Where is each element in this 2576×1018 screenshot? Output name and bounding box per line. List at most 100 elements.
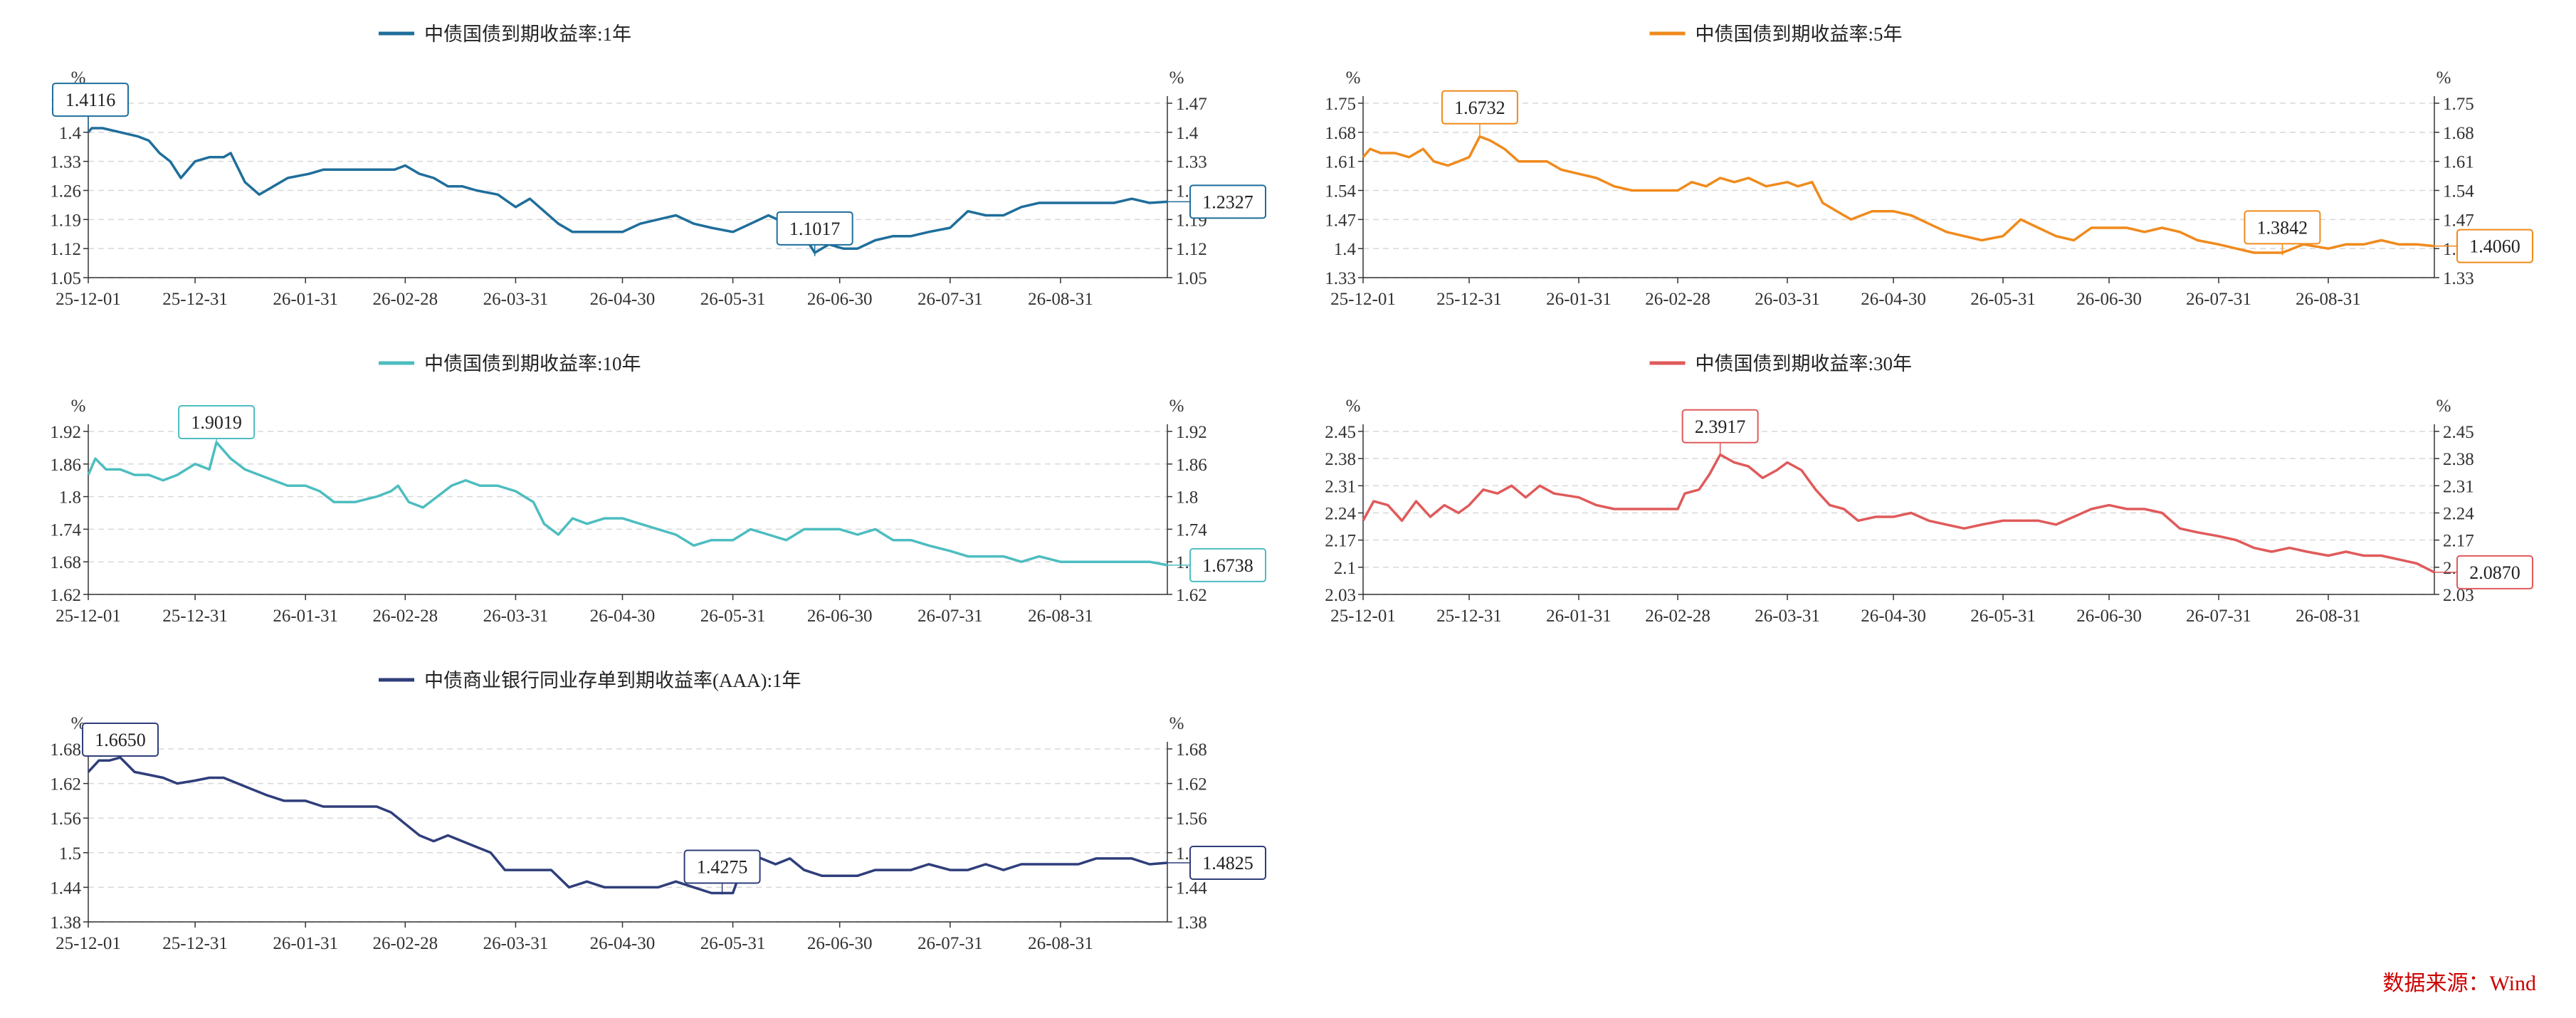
x-tick-label: 26-03-31 [1755, 290, 1820, 309]
x-tick-label: 26-04-30 [590, 934, 656, 953]
left-unit-label: % [1346, 68, 1361, 88]
y-tick-label-right: 1.47 [1176, 95, 1207, 114]
x-tick-label: 25-12-01 [1330, 290, 1396, 309]
y-tick-label-left: 2.1 [1334, 559, 1356, 578]
y-tick-label-right: 2.45 [2443, 423, 2474, 442]
legend-label: 中债国债到期收益率:30年 [1696, 353, 1913, 374]
chart-panel: 中债国债到期收益率:30年% %2.03 2.032.1 2.12.17 2.172.2… [1325, 353, 2533, 626]
y-tick-label-right: 1.4 [1176, 124, 1199, 143]
callout-label: 1.4825 [1202, 853, 1253, 873]
legend-label: 中债国债到期收益率:10年 [424, 353, 641, 374]
series-line [1362, 453, 2435, 574]
chart-panel: 中债国债到期收益率:1年% %1.05 1.051.12 1.121.19 1.191.… [50, 23, 1266, 309]
y-tick-label-left: 1.92 [50, 423, 81, 442]
y-tick-label-left: 1.8 [59, 488, 81, 508]
y-tick-label-right: 1.12 [1176, 240, 1207, 259]
right-unit-label: % [1169, 714, 1184, 733]
x-tick-label: 26-03-31 [483, 290, 549, 309]
y-tick-label-right: 2.31 [2443, 477, 2474, 496]
x-tick-label: 26-05-31 [1970, 290, 2036, 309]
callout-label: 1.4275 [697, 857, 748, 878]
x-tick-label: 26-05-31 [700, 290, 766, 309]
x-tick-label: 26-01-31 [273, 934, 338, 953]
callout-label: 2.3917 [1695, 416, 1746, 437]
y-tick-label-left: 2.24 [1325, 505, 1356, 524]
x-tick-label: 26-08-31 [2296, 290, 2361, 309]
legend-label: 中债国债到期收益率:1年 [424, 23, 631, 45]
x-tick-label: 26-04-30 [590, 607, 656, 626]
x-tick-label: 26-04-30 [1861, 290, 1926, 309]
x-tick-label: 25-12-01 [1330, 607, 1396, 626]
right-unit-label: % [2436, 397, 2451, 416]
x-tick-label: 26-03-31 [483, 607, 549, 626]
callout-box [82, 723, 159, 757]
y-tick-label-right: 1.75 [2443, 95, 2474, 114]
x-tick-label: 26-02-28 [372, 290, 438, 309]
callout-box [1189, 184, 1266, 219]
y-tick-label-left: 2.17 [1325, 532, 1356, 551]
x-tick-label: 25-12-31 [162, 290, 228, 309]
y-tick-label-left: 1.19 [50, 211, 81, 230]
y-tick-label-left: 1.68 [1325, 124, 1356, 143]
x-tick-label: 26-05-31 [700, 607, 766, 626]
right-unit-label: % [1169, 68, 1184, 88]
x-tick-label: 26-03-31 [483, 934, 549, 953]
y-tick-label-left: 1.5 [59, 844, 81, 864]
callout-box [52, 83, 129, 117]
callout-box [1189, 845, 1266, 880]
y-tick-label-left: 2.38 [1325, 450, 1356, 469]
y-tick-label-right: 1.47 [2443, 211, 2474, 230]
x-tick-label: 26-04-30 [590, 290, 656, 309]
y-tick-label-left: 2.03 [1325, 586, 1356, 605]
series-line [87, 127, 1168, 254]
right-unit-label: % [2436, 68, 2451, 88]
y-tick-label-left: 1.75 [1325, 95, 1356, 114]
y-tick-label-left: 1.4 [59, 124, 82, 143]
y-tick-label-left: 1.44 [50, 878, 81, 898]
callout-label: 1.4060 [2469, 236, 2520, 257]
callout-label: 1.2327 [1202, 191, 1253, 212]
x-tick-label: 25-12-01 [56, 934, 121, 953]
y-tick-label-left: 1.86 [50, 456, 81, 475]
x-tick-label: 26-01-31 [273, 290, 338, 309]
y-tick-label-right: 1.05 [1176, 269, 1207, 288]
y-tick-label-left: 1.4 [1334, 240, 1357, 259]
y-tick-label-right: 2.24 [2443, 505, 2474, 524]
x-tick-label: 26-06-30 [807, 934, 873, 953]
x-tick-label: 26-01-31 [1546, 607, 1612, 626]
y-tick-label-left: 1.05 [50, 269, 81, 288]
x-tick-label: 25-12-31 [162, 607, 228, 626]
callout-label: 1.9019 [191, 412, 242, 433]
y-tick-label-left: 1.68 [50, 740, 81, 760]
y-tick-label-right: 1.61 [2443, 153, 2474, 172]
series-line [87, 756, 1168, 895]
x-tick-label: 26-07-31 [2186, 290, 2251, 309]
y-tick-label-right: 1.86 [1176, 456, 1207, 475]
x-tick-label: 26-01-31 [273, 607, 338, 626]
x-tick-label: 26-03-31 [1755, 607, 1820, 626]
y-tick-label-right: 2.17 [2443, 532, 2474, 551]
y-tick-label-right: 2.38 [2443, 450, 2474, 469]
x-tick-label: 26-06-30 [2076, 607, 2142, 626]
y-tick-label-left: 1.54 [1325, 182, 1356, 201]
chart-panel: 中债国债到期收益率:5年% %1.33 1.331.4 1.41.47 1.471.54… [1325, 23, 2533, 309]
y-tick-label-right: 1.8 [1176, 488, 1198, 508]
y-tick-label-right: 1.33 [2443, 269, 2474, 288]
y-tick-label-left: 1.62 [50, 586, 81, 605]
x-tick-label: 26-06-30 [807, 607, 873, 626]
legend-label: 中债商业银行同业存单到期收益率(AAA):1年 [424, 670, 801, 691]
x-tick-label: 26-01-31 [1546, 290, 1612, 309]
y-tick-label-right: 1.44 [1176, 878, 1207, 898]
callout-label: 1.6650 [95, 730, 146, 750]
x-tick-label: 26-05-31 [1970, 607, 2036, 626]
x-tick-label: 26-07-31 [2186, 607, 2251, 626]
x-tick-label: 26-02-28 [1645, 607, 1710, 626]
x-tick-label: 26-04-30 [1861, 607, 1926, 626]
callout-box [1681, 409, 1759, 444]
y-tick-label-left: 1.33 [1325, 269, 1356, 288]
legend-label: 中债国债到期收益率:5年 [1696, 23, 1903, 45]
x-tick-label: 26-06-30 [807, 290, 873, 309]
callout-box [1189, 547, 1266, 582]
callout-label: 2.0870 [2469, 562, 2520, 583]
